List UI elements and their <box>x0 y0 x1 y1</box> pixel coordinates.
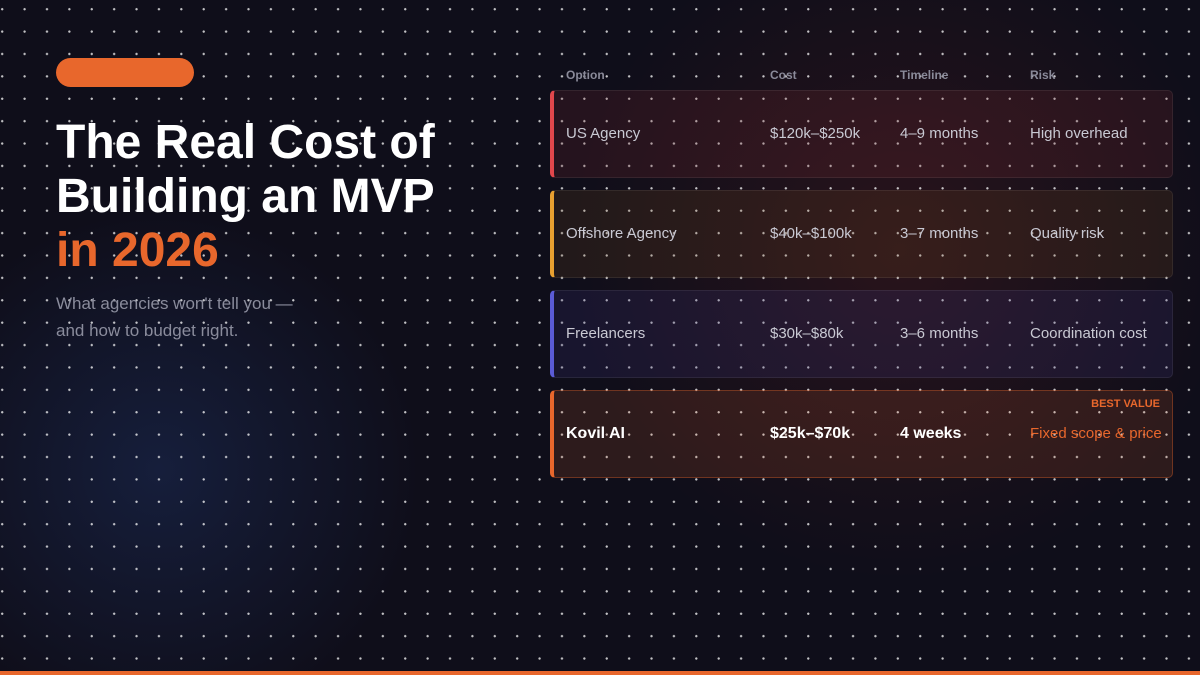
table-cell: 3–6 months <box>900 325 979 342</box>
table-cell: $40k–$100k <box>770 225 852 242</box>
table-row: Offshore Agency $40k–$100k 3–7 months Quali… <box>550 190 1173 278</box>
title-line: The Real Cost of <box>56 116 435 169</box>
column-header: Timeline <box>900 68 949 82</box>
table-cell: 4 weeks <box>900 425 962 442</box>
table-row: US Agency $120k–$250k 4–9 months High overh… <box>550 90 1173 178</box>
title-highlight: in 2026 <box>56 224 219 277</box>
table-cell: 4–9 months <box>900 125 979 142</box>
title-line: Building an MVP <box>56 170 435 223</box>
table-cell: US Agency <box>566 125 641 142</box>
table-cell: Freelancers <box>566 325 646 342</box>
table-cell: $25k–$70k <box>770 425 851 442</box>
column-header: Risk <box>1030 68 1056 82</box>
title: The Real Cost of Building an MVP in 2026 <box>56 116 435 278</box>
table-cell: Kovil AI <box>566 425 625 442</box>
column-header: Cost <box>770 68 797 82</box>
bottom-bar <box>0 671 1200 675</box>
table-cell: Offshore Agency <box>566 225 677 242</box>
subtitle: What agencies won't tell you — and how t… <box>56 290 293 344</box>
table-row: Kovil AI $25k–$70k 4 weeks Fixed scope & pr… <box>550 390 1173 478</box>
tag-pill <box>56 58 194 87</box>
table-cell: $30k–$80k <box>770 325 844 342</box>
subtitle-line: What agencies won't tell you — <box>56 294 293 313</box>
table-cell: Fixed scope & price <box>1030 425 1162 442</box>
column-header: Option <box>566 68 605 82</box>
table-row: Freelancers $30k–$80k 3–6 months Coordinati… <box>550 290 1173 378</box>
table-cell: 3–7 months <box>900 225 979 242</box>
table-cell: High overhead <box>1030 125 1128 142</box>
table-cell: Coordination cost <box>1030 325 1147 342</box>
subtitle-line: and how to budget right. <box>56 321 239 340</box>
badge: BEST VALUE <box>1091 398 1160 410</box>
table-cell: $120k–$250k <box>770 125 861 142</box>
table-cell: Quality risk <box>1030 225 1105 242</box>
